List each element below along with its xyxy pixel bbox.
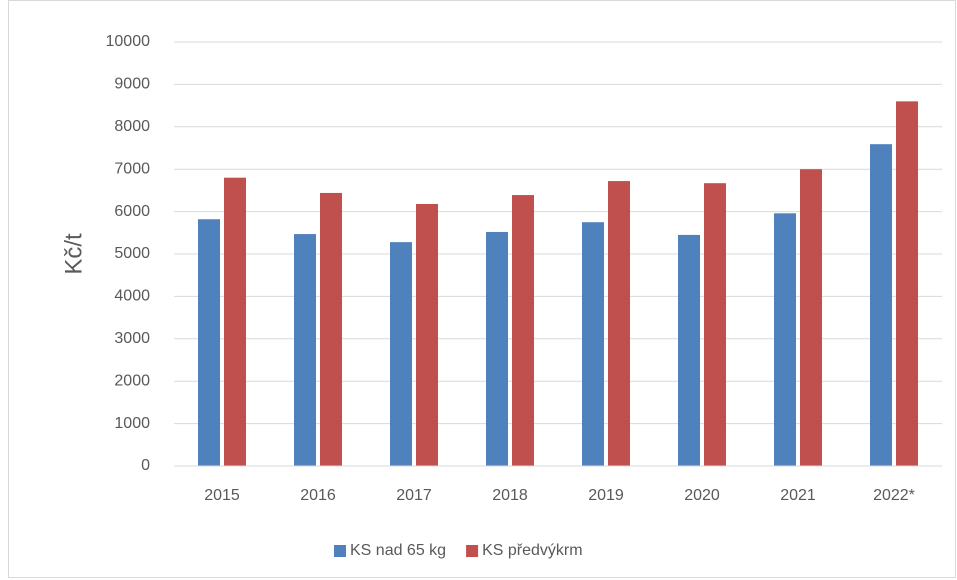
bar <box>896 101 918 467</box>
bar <box>774 213 796 466</box>
y-tick-label: 5000 <box>114 245 150 262</box>
bar <box>486 231 508 466</box>
y-tick-label: 2000 <box>114 372 150 389</box>
bar <box>582 222 604 466</box>
bar <box>870 144 892 466</box>
bar <box>294 234 316 466</box>
y-tick-label: 0 <box>141 457 150 474</box>
bar <box>800 169 822 466</box>
y-tick-label: 3000 <box>114 330 150 347</box>
bar <box>320 192 342 466</box>
bar <box>512 195 534 466</box>
bar <box>608 181 630 466</box>
legend-label: KS nad 65 kg <box>350 542 446 559</box>
x-tick-label: 2019 <box>588 487 624 504</box>
x-tick-label: 2016 <box>300 487 336 504</box>
y-axis-label: Kč/t <box>60 233 87 275</box>
legend-label: KS předvýkrm <box>482 542 582 559</box>
x-tick-label: 2021 <box>780 487 816 504</box>
bar <box>416 203 438 466</box>
bar <box>390 242 412 466</box>
bar <box>224 177 246 466</box>
y-tick-label: 6000 <box>114 203 150 220</box>
y-tick-label: 7000 <box>114 160 150 177</box>
x-tick-label: 2022* <box>873 487 915 504</box>
x-tick-label: 2017 <box>396 487 432 504</box>
bar <box>678 234 700 466</box>
x-tick-label: 2015 <box>204 487 240 504</box>
x-tick-label: 2018 <box>492 487 528 504</box>
y-tick-label: 10000 <box>106 33 151 50</box>
chart-border <box>8 0 956 578</box>
x-tick-label: 2020 <box>684 487 720 504</box>
y-tick-label: 1000 <box>114 415 150 432</box>
y-tick-label: 8000 <box>114 118 150 135</box>
y-tick-label: 9000 <box>114 76 150 93</box>
bar <box>704 183 726 466</box>
legend-swatch <box>466 545 479 557</box>
legend-swatch <box>334 545 346 557</box>
y-tick-label: 4000 <box>114 288 150 305</box>
bar <box>198 219 220 466</box>
